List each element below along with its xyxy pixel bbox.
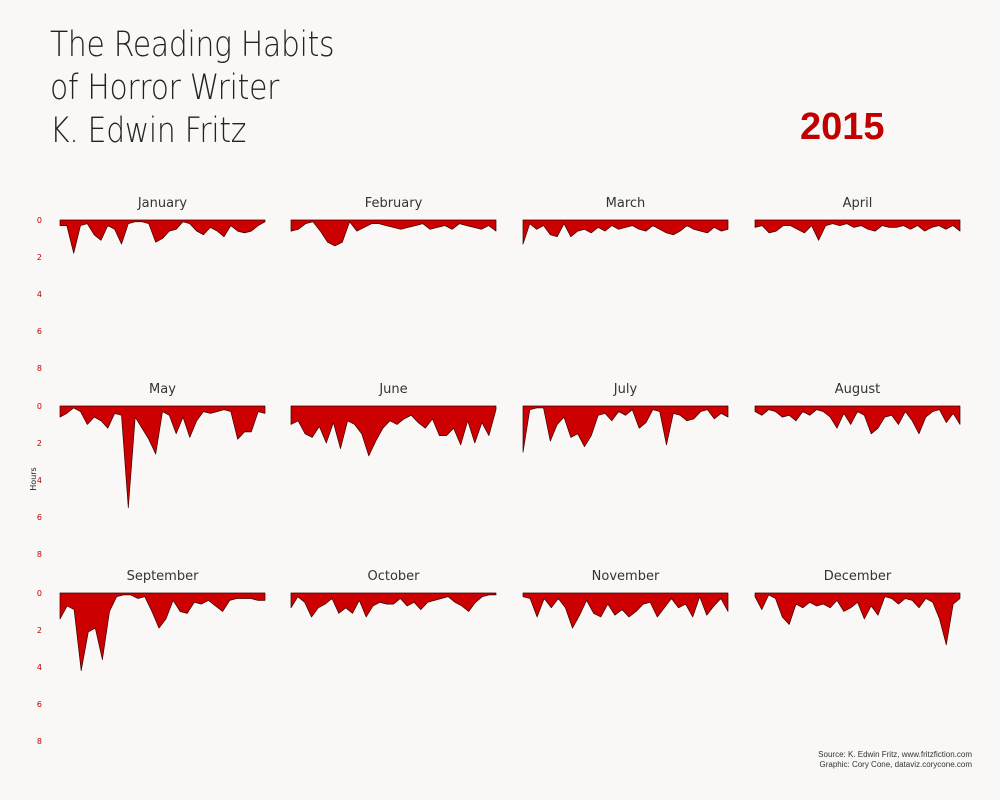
area-february [290, 219, 497, 247]
month-label: November [592, 569, 660, 584]
month-label: June [378, 382, 407, 397]
y-tick-label: 8 [37, 737, 42, 746]
area-january [59, 219, 266, 254]
area-september [59, 592, 266, 672]
area-july [522, 405, 729, 453]
graphic-credit-line: Graphic: Cory Cone, dataviz.corycone.com [819, 760, 972, 769]
title-line-2: of Horror Writer [50, 68, 280, 108]
y-tick-label: 4 [37, 476, 42, 485]
y-tick-label: 4 [37, 290, 42, 299]
y-axis-label: Hours [29, 467, 38, 490]
title-line-1: The Reading Habits [50, 25, 335, 65]
y-tick-label: 2 [37, 253, 42, 262]
area-may [59, 405, 266, 509]
y-tick-label: 2 [37, 439, 42, 448]
month-label: August [835, 382, 881, 397]
area-march [522, 219, 729, 245]
month-label: September [127, 569, 200, 584]
title-line-3: K. Edwin Fritz [50, 111, 247, 151]
source-credit: Source: K. Edwin Fritz, www.fritzfiction… [818, 750, 972, 770]
y-tick-label: 8 [37, 364, 42, 373]
year-label: 2015 [800, 106, 885, 148]
month-label: January [137, 196, 188, 211]
month-label: October [367, 569, 420, 584]
month-label: December [824, 569, 892, 584]
y-tick-label: 2 [37, 626, 42, 635]
y-tick-label: 0 [37, 402, 42, 411]
month-label: March [606, 196, 646, 211]
y-tick-label: 6 [37, 513, 42, 522]
area-august [754, 405, 961, 435]
area-december [754, 592, 961, 646]
month-label: May [149, 382, 176, 397]
y-tick-label: 6 [37, 327, 42, 336]
y-tick-label: 0 [37, 589, 42, 598]
y-tick-label: 6 [37, 700, 42, 709]
source-line: Source: K. Edwin Fritz, www.fritzfiction… [818, 750, 972, 759]
month-label: July [613, 382, 638, 397]
month-label: April [843, 196, 873, 211]
area-october [290, 592, 497, 618]
y-tick-label: 0 [37, 216, 42, 225]
y-tick-label: 4 [37, 663, 42, 672]
area-june [290, 405, 497, 457]
area-april [754, 219, 961, 241]
chart-title: The Reading Habits of Horror Writer K. E… [50, 24, 335, 153]
y-tick-label: 8 [37, 550, 42, 559]
month-label: February [365, 196, 423, 211]
area-november [522, 592, 729, 629]
